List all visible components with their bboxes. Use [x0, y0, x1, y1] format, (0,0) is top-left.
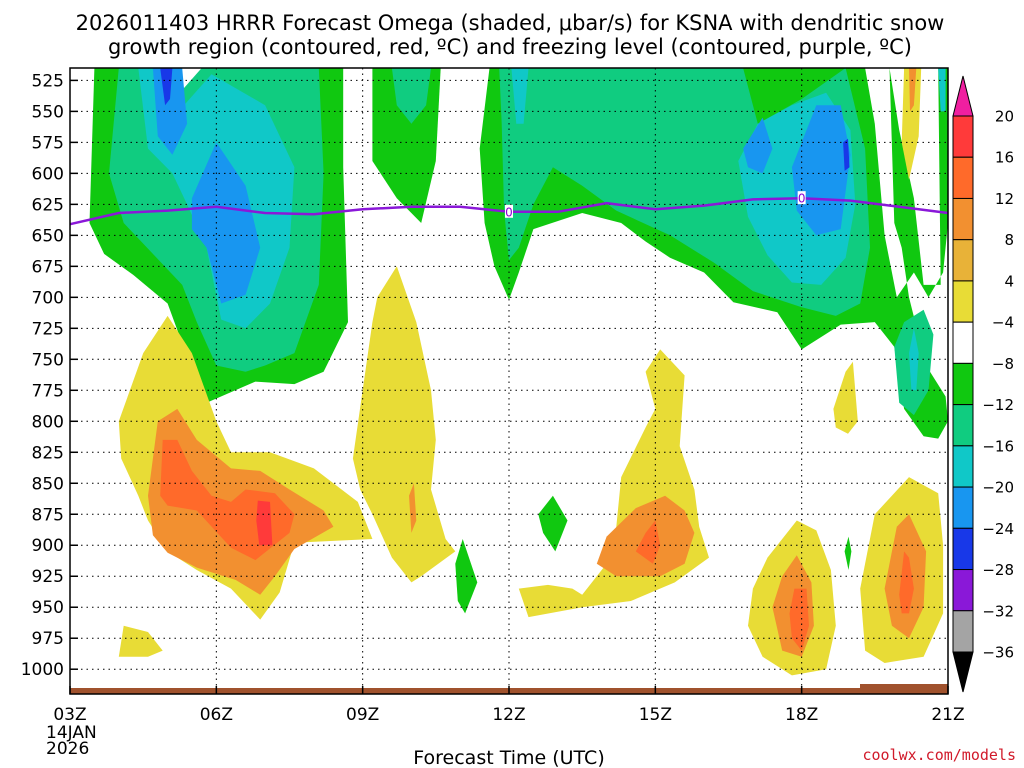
freezing-level-label: 0	[798, 192, 806, 206]
colorbar-bin	[952, 569, 974, 612]
omega-region-5	[160, 68, 173, 106]
omega-shading	[89, 68, 948, 676]
y-tick-label: 975	[32, 629, 64, 649]
omega-region-7	[391, 68, 431, 124]
omega-region-27	[409, 483, 417, 533]
colorbar-label: 4	[1004, 272, 1014, 290]
y-tick-label: 925	[32, 567, 64, 587]
y-tick-label: 950	[32, 598, 64, 618]
omega-region-35	[789, 588, 809, 651]
colorbar-bottom-arrow	[952, 651, 974, 693]
omega-region-30	[518, 349, 709, 618]
omega-region-25	[256, 500, 273, 546]
omega-region-14	[843, 138, 850, 171]
colorbar-bin	[952, 239, 974, 282]
omega-region-4	[191, 142, 261, 304]
y-tick-label: 1000	[21, 660, 64, 680]
colorbar-bin	[952, 280, 974, 323]
y-tick-label: 675	[32, 257, 64, 277]
ground-surface-rise	[860, 684, 948, 694]
colorbar-bin	[952, 156, 974, 199]
colorbar-bin	[952, 486, 974, 529]
omega-region-13	[791, 105, 851, 236]
date-label-year: 2026	[46, 739, 89, 759]
colorbar-label: −20	[982, 479, 1014, 497]
colorbar-label: −24	[982, 520, 1014, 538]
colorbar-bin	[952, 362, 974, 406]
colorbar-bin	[952, 404, 974, 447]
colorbar-bin	[952, 445, 974, 488]
omega-region-12	[743, 117, 773, 174]
colorbar-label: 16	[995, 149, 1014, 167]
freezing-label-bg	[797, 191, 806, 205]
omega-region-10	[511, 68, 529, 124]
colorbar-label: 8	[1004, 231, 1014, 249]
chart-title-line2: growth region (contoured, red, ºC) and f…	[108, 35, 912, 59]
x-tick-label: 06Z	[200, 705, 233, 725]
y-tick-label: 800	[32, 412, 64, 432]
colorbar-bin	[952, 197, 974, 241]
colorbar-top-arrow	[952, 75, 974, 117]
y-tick-label: 525	[32, 71, 64, 91]
omega-region-32	[635, 520, 661, 564]
y-tick-label: 650	[32, 226, 64, 246]
y-tick-label: 625	[32, 195, 64, 215]
x-axis-label: Forecast Time (UTC)	[413, 747, 604, 768]
colorbar-label: −36	[982, 644, 1014, 662]
colorbar-label: −16	[982, 437, 1014, 455]
x-axis: 03Z 06Z 09Z 12Z 15Z 18Z 21Z	[53, 686, 965, 725]
omega-region-40	[844, 536, 852, 570]
omega-region-26	[352, 266, 456, 583]
x-tick-label: 21Z	[931, 705, 964, 725]
omega-region-16	[938, 68, 946, 112]
colorbar-label: −4	[992, 314, 1014, 332]
omega-region-39	[833, 361, 858, 434]
credit-label: coolwx.com/models	[862, 746, 1016, 764]
omega-region-38	[899, 551, 914, 614]
y-tick-label: 775	[32, 381, 64, 401]
y-tick-label: 850	[32, 474, 64, 494]
x-tick-label: 15Z	[639, 705, 672, 725]
freezing-label-bg	[505, 204, 513, 218]
colorbar: 20 16 12 8 4 −4 −8 −12 −16 −20 −24 −28 −32 −36	[952, 75, 1014, 693]
colorbar-label: 12	[995, 190, 1014, 208]
freezing-level-labels: 00	[505, 191, 806, 219]
colorbar-label: −32	[982, 602, 1014, 620]
colorbar-label: −8	[992, 355, 1014, 373]
x-tick-label: 09Z	[346, 705, 379, 725]
y-tick-label: 725	[32, 319, 64, 339]
x-tick-label: 18Z	[785, 705, 818, 725]
colorbar-bin	[952, 527, 974, 571]
y-tick-label: 600	[32, 164, 64, 184]
y-tick-label: 750	[32, 350, 64, 370]
omega-region-20	[909, 68, 917, 112]
colorbar-bin	[952, 321, 974, 364]
colorbar-bin	[952, 115, 974, 158]
omega-region-19	[901, 68, 922, 180]
colorbar-label: −12	[982, 396, 1014, 414]
y-tick-label: 700	[32, 288, 64, 308]
colorbar-label: −28	[982, 561, 1014, 579]
omega-region-29	[538, 495, 568, 552]
gridlines	[70, 68, 948, 694]
chart-title-line1: 2026011403 HRRR Forecast Omega (shaded, …	[76, 11, 945, 35]
freezing-level-label: 0	[505, 205, 513, 219]
y-tick-label: 875	[32, 505, 64, 525]
colorbar-bin	[952, 610, 974, 653]
colorbar-label: 20	[995, 108, 1014, 126]
omega-region-18	[909, 328, 919, 391]
date-label-day: 14JAN	[46, 723, 97, 743]
y-tick-label: 900	[32, 536, 64, 556]
omega-region-21	[118, 625, 163, 657]
x-tick-label: 12Z	[492, 705, 525, 725]
y-tick-label: 550	[32, 102, 64, 122]
x-tick-label: 03Z	[53, 705, 86, 725]
y-axis: 525 550 575 600 625 650 675 700 725 750 775 800 825 8…	[21, 71, 78, 680]
y-tick-label: 825	[32, 443, 64, 463]
y-tick-label: 575	[32, 133, 64, 153]
